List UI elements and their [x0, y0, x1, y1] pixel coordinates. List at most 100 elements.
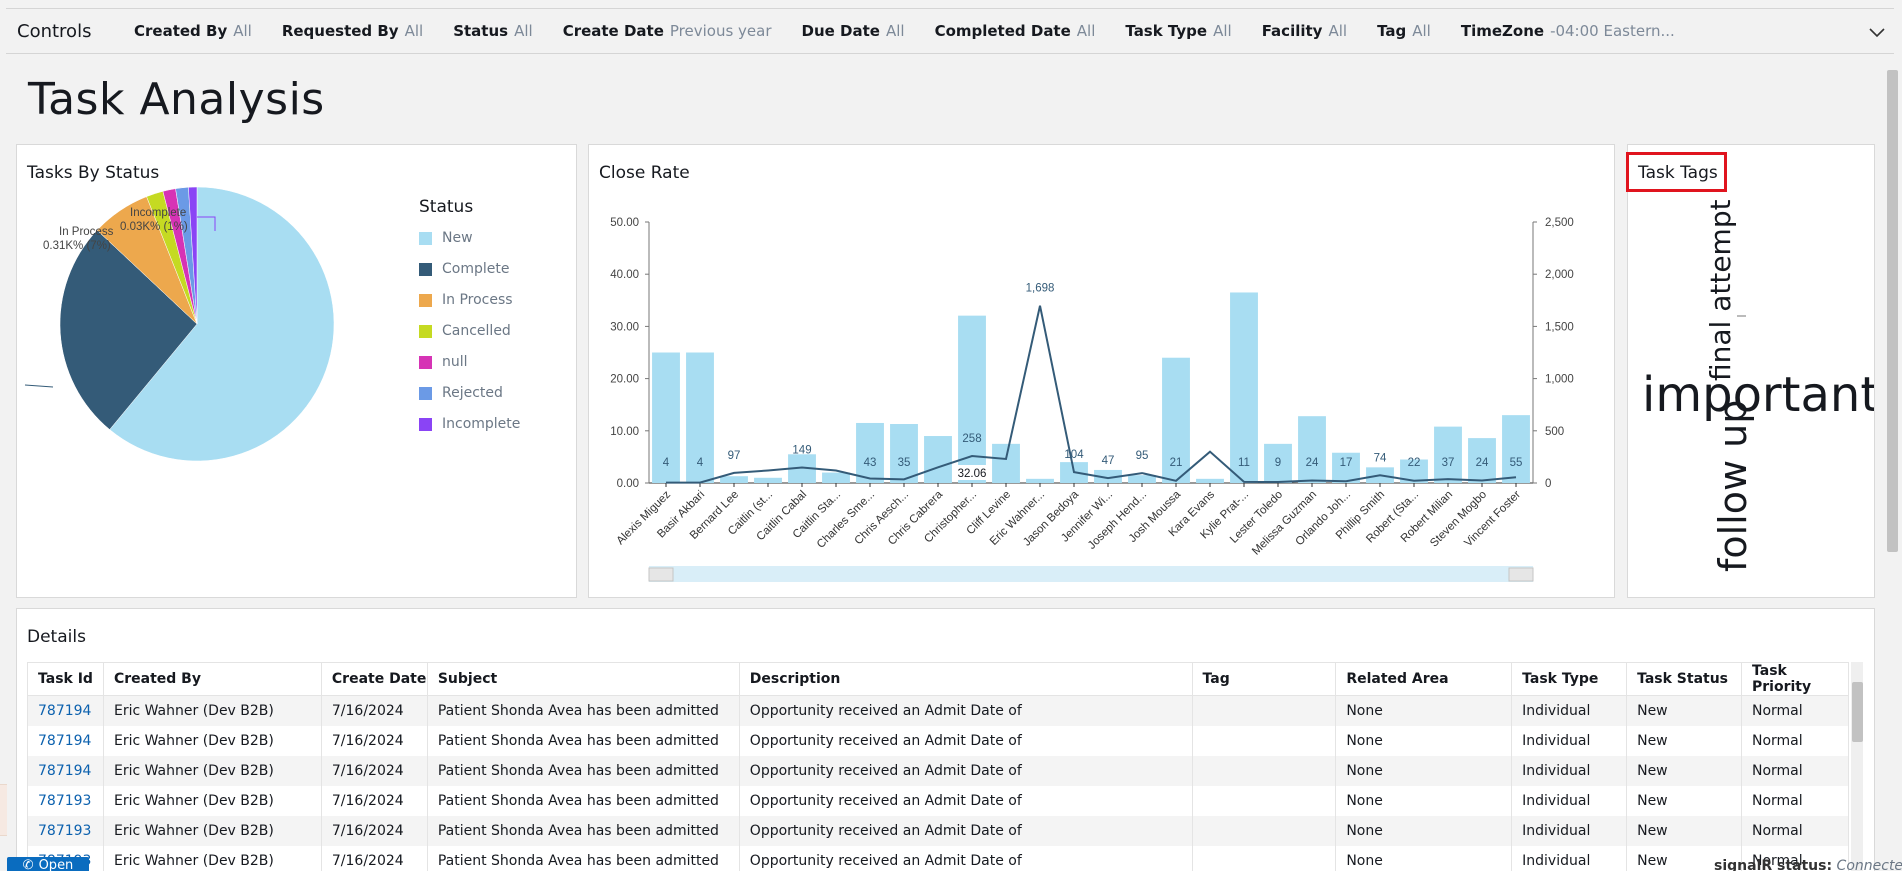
- pie-slice-complete[interactable]: [59, 229, 198, 430]
- table-row[interactable]: 787194 Eric Wahner (Dev B2B) 7/16/2024 Pati…: [27, 695, 1849, 726]
- bar[interactable]: [1196, 478, 1224, 483]
- cell-create-date: 7/16/2024: [320, 755, 428, 786]
- column-header-task-type[interactable]: Task Type: [1511, 662, 1628, 696]
- legend-swatch: [419, 262, 432, 276]
- filter-facility[interactable]: Facility All: [1262, 22, 1347, 40]
- column-header-task-id[interactable]: Task Id: [27, 662, 104, 696]
- cell-task-id[interactable]: 787194: [27, 755, 104, 786]
- bar[interactable]: [1332, 452, 1360, 483]
- range-handle-left[interactable]: [648, 567, 674, 582]
- close-rate-line[interactable]: [666, 305, 1517, 484]
- cell-task-id[interactable]: 787194: [27, 695, 104, 726]
- legend-item-new[interactable]: New: [419, 230, 473, 246]
- bar[interactable]: [754, 477, 782, 483]
- range-handle-right[interactable]: [1508, 567, 1534, 582]
- pie-slice-new[interactable]: [109, 186, 335, 462]
- y-axis-tick: 20.00: [610, 374, 639, 386]
- bar[interactable]: [992, 443, 1020, 483]
- filter-value: -04:00 Eastern...: [1550, 22, 1675, 40]
- bar[interactable]: [1298, 416, 1326, 483]
- bar[interactable]: [856, 422, 884, 483]
- legend-item-complete[interactable]: Complete: [419, 261, 509, 277]
- cell-description: Opportunity received an Admit Date of: [738, 815, 1193, 846]
- bar[interactable]: [720, 476, 748, 483]
- open-button[interactable]: ✆ Open: [7, 857, 89, 871]
- column-header-tag[interactable]: Tag: [1191, 662, 1337, 696]
- filter-completed-date[interactable]: Completed Date All: [935, 22, 1096, 40]
- filter-requested-by[interactable]: Requested By All: [282, 22, 423, 40]
- bar[interactable]: [1502, 415, 1530, 483]
- filter-value: All: [1328, 22, 1348, 40]
- filter-label: Task Type: [1125, 22, 1208, 40]
- task-tags-highlight: [1626, 152, 1727, 192]
- legend-item-rejected[interactable]: Rejected: [419, 385, 503, 401]
- chevron-down-icon[interactable]: [1868, 23, 1886, 41]
- bar[interactable]: [1094, 469, 1122, 483]
- column-header-subject[interactable]: Subject: [426, 662, 740, 696]
- filter-created-by[interactable]: Created By All: [134, 22, 252, 40]
- cell-subject: Patient Shonda Avea has been admitted: [426, 695, 740, 726]
- page-scrollbar-thumb[interactable]: [1887, 70, 1898, 552]
- cell-task-id[interactable]: 787193: [27, 815, 104, 846]
- column-header-task-status[interactable]: Task Status: [1626, 662, 1742, 696]
- legend-label: Cancelled: [442, 323, 511, 339]
- table-scrollbar-thumb[interactable]: [1852, 682, 1863, 742]
- filter-timezone[interactable]: TimeZone -04:00 Eastern...: [1461, 22, 1675, 40]
- cell-task-id[interactable]: 787193: [27, 785, 104, 816]
- bar-data-label: 55: [1510, 457, 1523, 469]
- legend-item-cancelled[interactable]: Cancelled: [419, 323, 511, 339]
- legend-item-null[interactable]: null: [419, 354, 468, 370]
- bar[interactable]: [1128, 475, 1156, 483]
- filter-label: Status: [453, 22, 509, 40]
- bar[interactable]: [924, 436, 952, 483]
- column-header-task-priority[interactable]: Task Priority: [1741, 662, 1849, 696]
- cell-tag: [1191, 785, 1337, 816]
- filter-value: All: [885, 22, 905, 40]
- bar[interactable]: [890, 424, 918, 483]
- incomplete-leader-line: [197, 216, 216, 231]
- bar[interactable]: [822, 472, 850, 483]
- bar[interactable]: [686, 352, 714, 484]
- in-process-leader-line: [116, 237, 131, 243]
- filter-status[interactable]: Status All: [453, 22, 532, 40]
- range-scrollbar[interactable]: [649, 566, 1533, 582]
- filter-due-date[interactable]: Due Date All: [802, 22, 905, 40]
- page-scrollbar[interactable]: [1886, 62, 1898, 862]
- y-axis-tick: 10.00: [610, 426, 639, 438]
- column-header-created-by[interactable]: Created By: [102, 662, 322, 696]
- column-header-create-date[interactable]: Create Date: [320, 662, 428, 696]
- column-header-related-area[interactable]: Related Area: [1335, 662, 1513, 696]
- cell-task-status: New: [1626, 815, 1742, 846]
- table-row[interactable]: 787194 Eric Wahner (Dev B2B) 7/16/2024 Pati…: [27, 755, 1849, 786]
- cell-create-date: 7/16/2024: [320, 725, 428, 756]
- table-row[interactable]: 787194 Eric Wahner (Dev B2B) 7/16/2024 Pati…: [27, 725, 1849, 756]
- bar[interactable]: [1468, 438, 1496, 483]
- bar-data-label: 17: [1340, 457, 1353, 469]
- legend-item-incomplete[interactable]: Incomplete: [419, 416, 520, 432]
- bar[interactable]: [1400, 459, 1428, 483]
- cell-task-type: Individual: [1511, 695, 1628, 726]
- cell-task-id[interactable]: 787194: [27, 725, 104, 756]
- cell-task-priority: Normal: [1741, 755, 1849, 786]
- bar[interactable]: [1264, 443, 1292, 483]
- filter-create-date[interactable]: Create Date Previous year: [563, 22, 772, 40]
- bar[interactable]: [1230, 292, 1258, 483]
- bar[interactable]: [1434, 426, 1462, 483]
- bar[interactable]: [1026, 478, 1054, 483]
- filter-task-type[interactable]: Task Type All: [1125, 22, 1231, 40]
- legend-item-in-process[interactable]: In Process: [419, 292, 513, 308]
- cell-subject: Patient Shonda Avea has been admitted: [426, 785, 740, 816]
- bar[interactable]: [652, 352, 680, 484]
- bar[interactable]: [1162, 357, 1190, 483]
- y-axis-tick: 50.00: [610, 217, 639, 229]
- filter-label: TimeZone: [1460, 22, 1545, 40]
- table-scrollbar[interactable]: [1851, 662, 1863, 871]
- column-header-description[interactable]: Description: [738, 662, 1193, 696]
- filter-tag[interactable]: Tag All: [1377, 22, 1431, 40]
- cell-created-by: Eric Wahner (Dev B2B): [102, 725, 322, 756]
- legend-swatch: [419, 293, 432, 307]
- pie-slice-incomplete[interactable]: [188, 186, 198, 325]
